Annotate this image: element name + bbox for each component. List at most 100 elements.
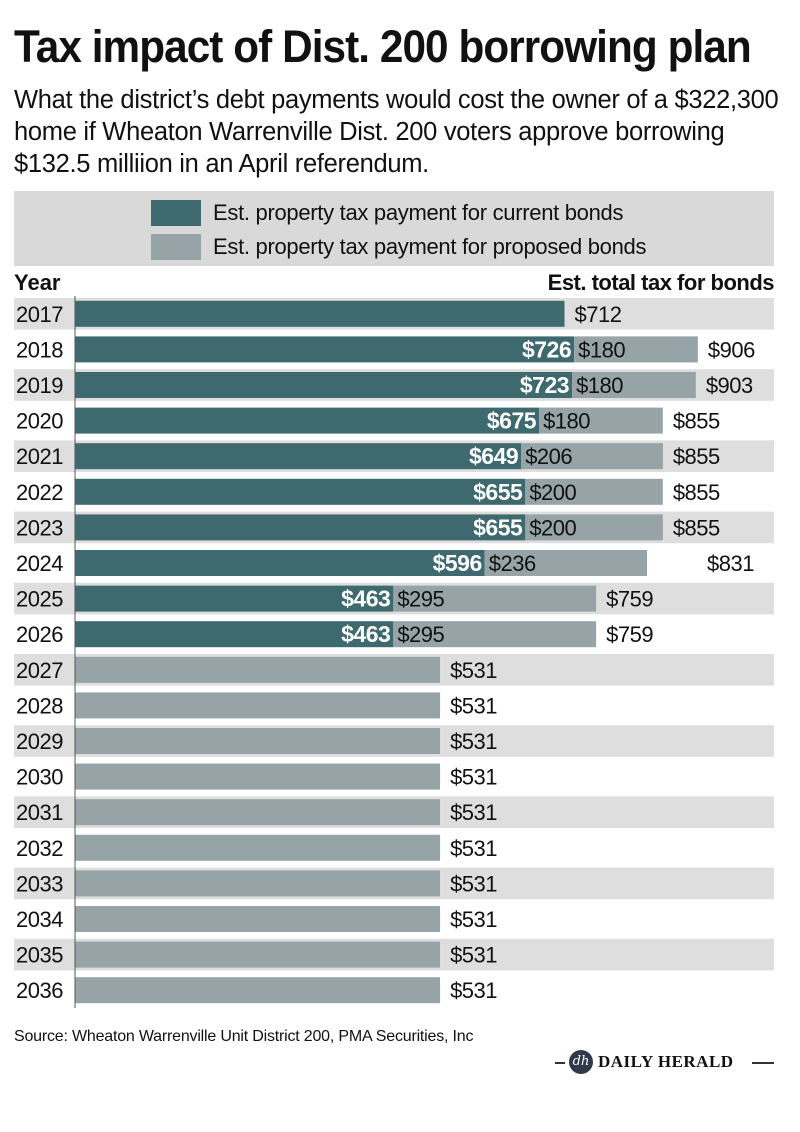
total-label: $855 — [673, 444, 720, 469]
brand-name: DAILY HERALD — [598, 1052, 734, 1071]
brand-logo: dh — [569, 1050, 593, 1074]
legend-item-proposed: Est. property tax payment for proposed b… — [151, 233, 646, 261]
bar-proposed — [75, 834, 441, 861]
bar-proposed — [393, 585, 597, 612]
total-label: $759 — [606, 622, 653, 647]
total-label: $531 — [450, 943, 497, 968]
total-label: $531 — [450, 836, 497, 861]
year-label: 2017 — [16, 302, 63, 327]
year-label: 2029 — [16, 729, 63, 754]
year-label: 2019 — [16, 373, 63, 398]
year-label: 2030 — [16, 765, 63, 790]
legend-swatch-current — [151, 200, 201, 226]
year-label: 2018 — [16, 337, 63, 362]
year-column-header: Year — [14, 270, 61, 295]
year-label: 2020 — [16, 409, 63, 434]
bar-proposed — [75, 906, 441, 932]
value-label-proposed: $236 — [489, 551, 536, 576]
bar-proposed — [539, 407, 663, 434]
value-label-proposed: $180 — [578, 337, 625, 362]
bar-current — [75, 443, 522, 470]
total-label: $831 — [707, 551, 754, 576]
year-label: 2026 — [16, 622, 63, 647]
year-label: 2034 — [16, 907, 63, 932]
total-column-header: Est. total tax for bonds — [547, 270, 775, 295]
bar-proposed — [75, 870, 441, 897]
bar-current — [75, 550, 485, 576]
total-label: $531 — [450, 978, 497, 1003]
bar-current — [75, 514, 526, 541]
total-label: $531 — [450, 907, 497, 932]
total-label: $531 — [450, 693, 497, 718]
legend-label-proposed: Est. property tax payment for proposed b… — [213, 234, 647, 259]
value-label-proposed: $180 — [576, 373, 623, 398]
brand-rule-right — [752, 1062, 774, 1064]
year-label: 2023 — [16, 515, 63, 540]
total-label: $903 — [706, 373, 753, 398]
chart-title: Tax impact of Dist. 200 borrowing plan — [14, 21, 752, 72]
legend: Est. property tax payment for current bo… — [14, 191, 774, 266]
chart-subtitle: What the district’s debt payments would … — [14, 86, 779, 178]
year-label: 2028 — [16, 693, 63, 718]
year-label: 2022 — [16, 480, 63, 505]
value-label-current: $655 — [473, 514, 523, 540]
value-label-current: $463 — [341, 586, 390, 612]
bar-proposed — [484, 550, 647, 576]
value-label-proposed: $180 — [543, 409, 590, 434]
total-label: $759 — [606, 587, 653, 612]
bar-proposed — [525, 514, 663, 541]
bar-current — [75, 372, 573, 398]
total-label: $531 — [450, 765, 497, 790]
year-label: 2033 — [16, 871, 63, 896]
year-label: 2032 — [16, 836, 63, 861]
value-label-proposed: $200 — [529, 515, 576, 540]
total-label: $855 — [673, 409, 720, 434]
legend-item-current: Est. property tax payment for current bo… — [151, 199, 624, 227]
bar-current — [75, 407, 540, 434]
bar-proposed — [525, 478, 663, 505]
total-label: $906 — [708, 337, 755, 362]
bar-current — [75, 336, 575, 363]
total-label: $712 — [575, 302, 622, 327]
total-label: $531 — [450, 729, 497, 754]
year-label: 2021 — [16, 444, 63, 469]
value-label-current: $675 — [487, 408, 537, 434]
legend-label-current: Est. property tax payment for current bo… — [213, 200, 624, 225]
bar-current — [75, 300, 565, 327]
legend-swatch-proposed — [151, 234, 201, 260]
bar-current — [75, 585, 394, 612]
source-note: Source: Wheaton Warrenville Unit Distric… — [14, 1028, 474, 1045]
year-label: 2036 — [16, 978, 63, 1003]
value-label-proposed: $200 — [529, 480, 576, 505]
value-label-proposed: $295 — [397, 587, 444, 612]
bar-proposed — [574, 336, 698, 363]
total-label: $531 — [450, 871, 497, 896]
total-label: $855 — [673, 515, 720, 540]
year-label: 2024 — [16, 551, 63, 576]
bar-proposed — [75, 977, 441, 1004]
year-label: 2027 — [16, 658, 63, 683]
year-label: 2025 — [16, 587, 63, 612]
bar-proposed — [572, 372, 696, 398]
bar-current — [75, 478, 526, 505]
bar-current — [75, 621, 394, 648]
bar-proposed — [521, 443, 663, 470]
value-label-current: $649 — [469, 443, 518, 469]
bar-proposed — [75, 941, 441, 968]
year-label: 2035 — [16, 943, 63, 968]
total-label: $531 — [450, 658, 497, 683]
value-label-current: $596 — [433, 550, 482, 576]
value-label-current: $463 — [341, 621, 390, 647]
bar-proposed — [75, 799, 441, 826]
value-label-current: $723 — [520, 372, 569, 398]
bar-proposed — [75, 692, 441, 719]
value-label-proposed: $206 — [525, 444, 572, 469]
total-label: $855 — [673, 480, 720, 505]
bar-proposed — [75, 763, 441, 790]
value-label-proposed: $295 — [397, 622, 444, 647]
year-label: 2031 — [16, 800, 63, 825]
value-label-current: $726 — [522, 336, 571, 362]
brand-rule-left — [555, 1062, 565, 1064]
bar-proposed — [75, 656, 441, 683]
